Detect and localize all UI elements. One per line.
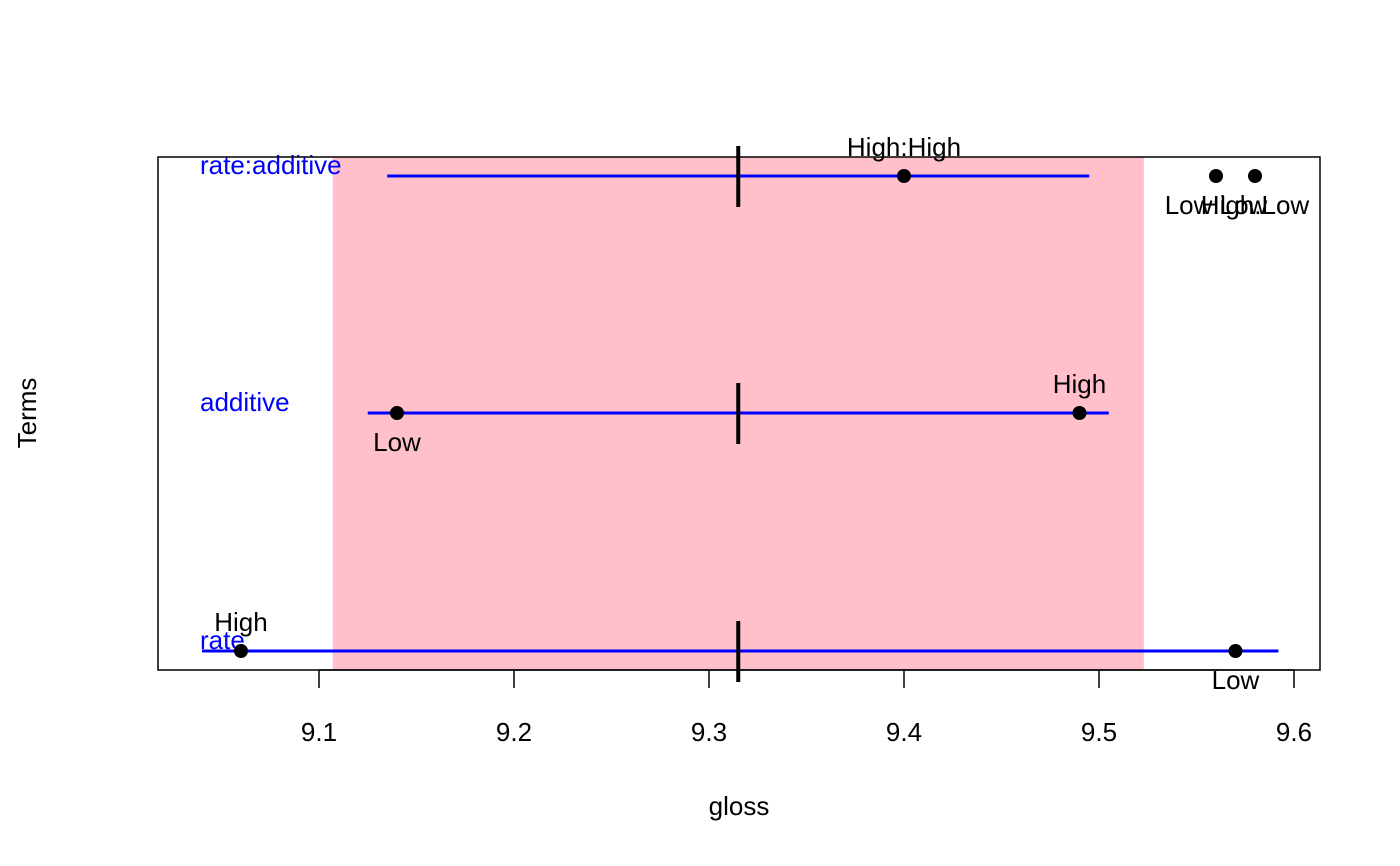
terms-layer: rateHighLowadditiveLowHighrate:additiveH… bbox=[200, 132, 1309, 695]
x-tick-label: 9.4 bbox=[886, 717, 922, 747]
x-tick-label: 9.6 bbox=[1276, 717, 1312, 747]
x-tick-label: 9.5 bbox=[1081, 717, 1117, 747]
level-label: Low:Low bbox=[1165, 190, 1268, 220]
x-tick-label: 9.3 bbox=[691, 717, 727, 747]
x-axis: 9.1 9.2 9.3 9.4 9.5 9.6 bbox=[301, 669, 1312, 747]
level-label: Low bbox=[373, 427, 421, 457]
term-label-additive: additive bbox=[200, 387, 290, 417]
level-point bbox=[1072, 406, 1087, 420]
level-point bbox=[390, 406, 404, 420]
x-axis-label: gloss bbox=[709, 791, 770, 821]
level-point bbox=[1248, 169, 1262, 183]
level-point bbox=[897, 169, 911, 183]
level-label: High bbox=[1053, 369, 1106, 399]
level-point bbox=[1209, 169, 1223, 183]
x-tick-label: 9.1 bbox=[301, 717, 337, 747]
level-label: High bbox=[214, 607, 267, 637]
level-point bbox=[234, 644, 248, 658]
level-point bbox=[1228, 644, 1243, 658]
level-label: High:Low bbox=[1201, 190, 1310, 220]
term-label-rate-additive: rate:additive bbox=[200, 150, 342, 180]
x-tick-label: 9.2 bbox=[496, 717, 532, 747]
y-axis-label: Terms bbox=[12, 378, 42, 449]
